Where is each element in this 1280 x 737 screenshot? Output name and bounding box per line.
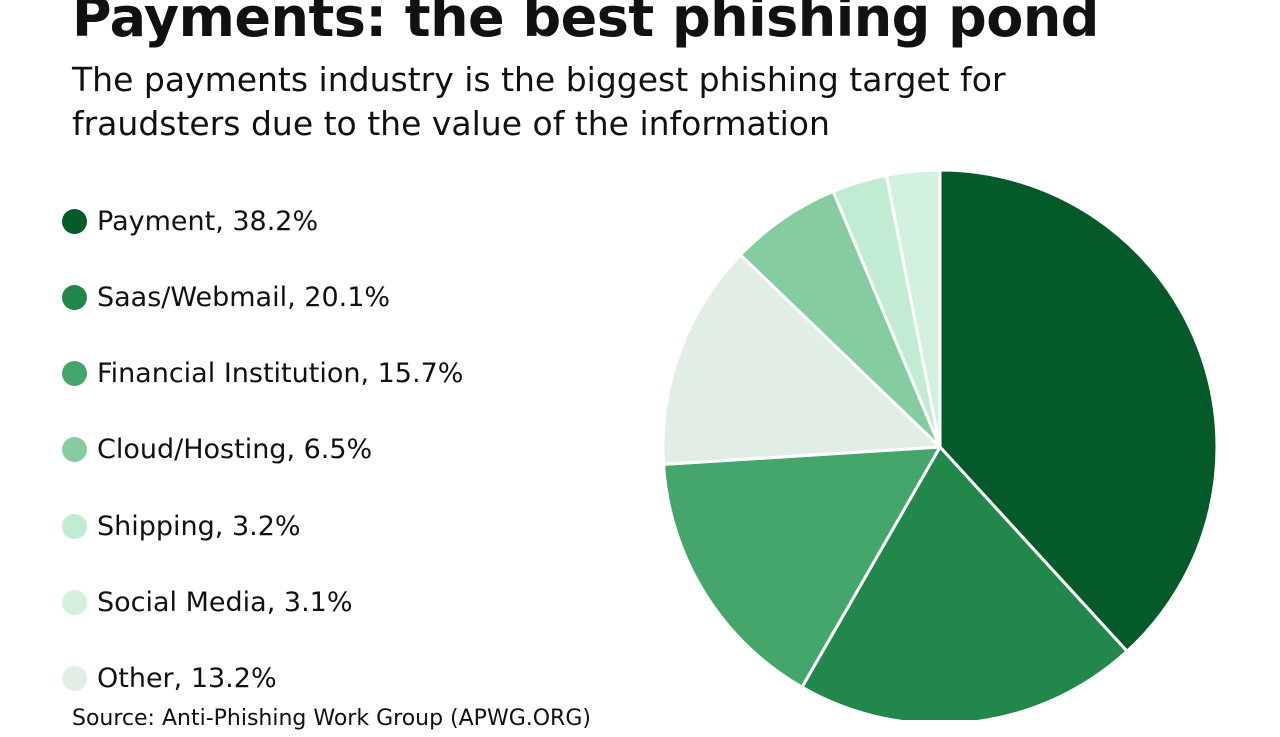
legend-item-other: Other, 13.2% <box>62 661 463 697</box>
legend-label-social-media: Social Media, 3.1% <box>97 586 353 618</box>
chart-title: Payments: the best phishing pond <box>72 0 1099 49</box>
pie-slice-payment <box>938 168 1219 653</box>
chart-subtitle: The payments industry is the biggest phi… <box>72 60 1006 143</box>
legend-swatch-other <box>62 666 87 692</box>
legend-item-cloud-hosting: Cloud/Hosting, 6.5% <box>62 432 463 468</box>
pie-slice-saas-webmail <box>800 445 1129 720</box>
legend-swatch-financial-institution <box>62 361 87 387</box>
legend-item-shipping: Shipping, 3.2% <box>62 508 463 544</box>
legend-label-shipping: Shipping, 3.2% <box>97 510 301 542</box>
pie-slice-social-media <box>884 168 942 449</box>
legend-item-payment: Payment, 38.2% <box>62 203 463 239</box>
pie-slice-cloud-hosting <box>738 189 942 449</box>
legend-item-financial-institution: Financial Institution, 15.7% <box>62 356 463 392</box>
pie-slice-other <box>661 253 942 466</box>
legend-label-financial-institution: Financial Institution, 15.7% <box>97 358 464 390</box>
legend-label-payment: Payment, 38.2% <box>97 205 319 237</box>
source-note: Source: Anti-Phishing Work Group (APWG.O… <box>72 706 591 731</box>
legend-swatch-cloud-hosting <box>62 437 87 463</box>
legend-label-cloud-hosting: Cloud/Hosting, 6.5% <box>97 434 373 466</box>
legend: Payment, 38.2% Saas/Webmail, 20.1% Financi… <box>62 203 463 737</box>
legend-item-social-media: Social Media, 3.1% <box>62 584 463 620</box>
legend-label-saas-webmail: Saas/Webmail, 20.1% <box>97 281 391 313</box>
legend-label-other: Other, 13.2% <box>97 663 277 695</box>
pie-chart <box>661 168 1219 720</box>
legend-swatch-saas-webmail <box>62 284 87 310</box>
legend-swatch-shipping <box>62 513 87 539</box>
legend-swatch-payment <box>62 208 87 234</box>
legend-swatch-social-media <box>62 589 87 615</box>
legend-item-saas-webmail: Saas/Webmail, 20.1% <box>62 279 463 315</box>
pie-slice-financial-institution <box>662 445 942 689</box>
